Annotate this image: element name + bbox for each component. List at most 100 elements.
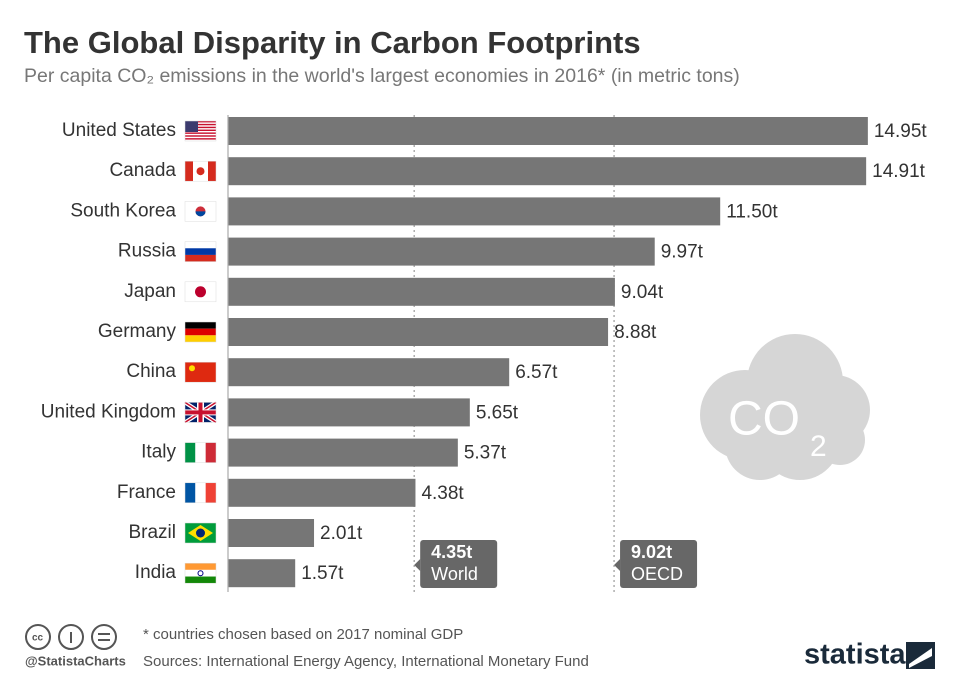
bar (228, 157, 867, 186)
value-label: 2.01t (320, 523, 363, 544)
flag-part (205, 482, 216, 503)
flag-border (184, 321, 217, 343)
brand-logo (906, 642, 935, 669)
flag-part (205, 442, 216, 463)
flag (184, 281, 217, 303)
category-label: France (117, 482, 176, 503)
bar (228, 117, 868, 145)
flag (184, 562, 217, 584)
flag-part (195, 442, 206, 463)
flag (184, 442, 217, 463)
flag-border (184, 522, 217, 544)
cloud-text: CO (728, 393, 800, 446)
flag-border (184, 160, 217, 182)
flag-border (184, 201, 217, 222)
callout-pointer (614, 559, 621, 571)
co2-cloud (700, 334, 870, 480)
value-label: 14.91t (872, 161, 926, 182)
category-label: Russia (118, 241, 177, 262)
flag-part (185, 135, 216, 137)
flag-part (196, 167, 205, 176)
value-label: 6.57t (515, 362, 558, 383)
category-label: Germany (98, 321, 177, 342)
value-label: 11.50t (726, 201, 778, 222)
category-label: Japan (124, 281, 176, 302)
flag-part (185, 410, 216, 415)
callout-label: OECD (631, 564, 683, 584)
flag-part (197, 570, 204, 577)
flag-part (195, 286, 206, 298)
bar (228, 197, 721, 226)
callout-value: 4.35t (431, 542, 472, 562)
flag (183, 400, 218, 425)
flag (184, 482, 217, 504)
flag-part (185, 362, 216, 383)
value-label: 5.65t (476, 402, 519, 423)
flag-part (185, 442, 196, 463)
value-label: 9.04t (621, 282, 664, 303)
flag-part (185, 569, 216, 577)
value-label: 8.88t (614, 322, 657, 343)
flag-part (185, 241, 216, 249)
category-label: Canada (109, 160, 176, 181)
flag-border (184, 482, 217, 504)
flag-part (189, 365, 195, 372)
category-label: India (135, 562, 177, 583)
cc-icon: cc (32, 633, 44, 644)
flag-border (184, 402, 217, 423)
flag-part (185, 126, 216, 129)
value-label: 4.38t (421, 483, 464, 504)
flag-border (184, 562, 217, 584)
note: * countries chosen based on 2017 nominal… (143, 626, 463, 643)
callout-label: World (431, 564, 478, 584)
bar (228, 559, 296, 588)
category-label: Italy (141, 442, 176, 463)
flag-part (185, 121, 216, 123)
bar (228, 358, 510, 387)
flag-part (185, 576, 216, 584)
flag-part (185, 482, 196, 503)
category-label: Brazil (128, 522, 176, 543)
category-label: United States (62, 120, 176, 141)
bar (228, 237, 655, 266)
flag (184, 201, 217, 222)
flag-part (185, 322, 216, 329)
license-icons (25, 624, 117, 650)
flag-part (185, 248, 216, 255)
flag-part (185, 254, 216, 262)
flag (184, 241, 217, 262)
flag-border (184, 442, 217, 463)
callout-pointer (414, 559, 421, 571)
chart-title: The Global Disparity in Carbon Footprint… (24, 25, 641, 60)
flag-part (185, 138, 216, 140)
flag (184, 522, 217, 544)
bar (228, 398, 470, 427)
callout-value: 9.02t (631, 542, 672, 562)
flag-part (196, 528, 205, 538)
flag-part (185, 563, 216, 570)
brand: statista (804, 639, 906, 671)
value-label: 14.95t (874, 121, 928, 142)
flag (184, 160, 217, 182)
flag-border (184, 361, 217, 383)
flag-border (184, 241, 217, 262)
callout-box (420, 540, 498, 588)
flag-part (185, 161, 193, 182)
source: Sources: International Energy Agency, In… (143, 653, 589, 670)
callout-box (620, 540, 698, 588)
bar (228, 519, 315, 547)
flag-border (184, 120, 217, 142)
flag-part (185, 121, 198, 132)
category-label: South Korea (70, 200, 176, 221)
flag-part (195, 211, 206, 217)
cloud-subscript: 2 (810, 430, 827, 463)
bar (228, 318, 609, 346)
flag-part (195, 482, 206, 503)
flag-part (185, 335, 216, 342)
flag-part (185, 123, 216, 126)
flag-part (185, 132, 216, 134)
flag-border (184, 281, 217, 303)
credit: @StatistaCharts (25, 653, 126, 668)
flag (184, 321, 217, 343)
